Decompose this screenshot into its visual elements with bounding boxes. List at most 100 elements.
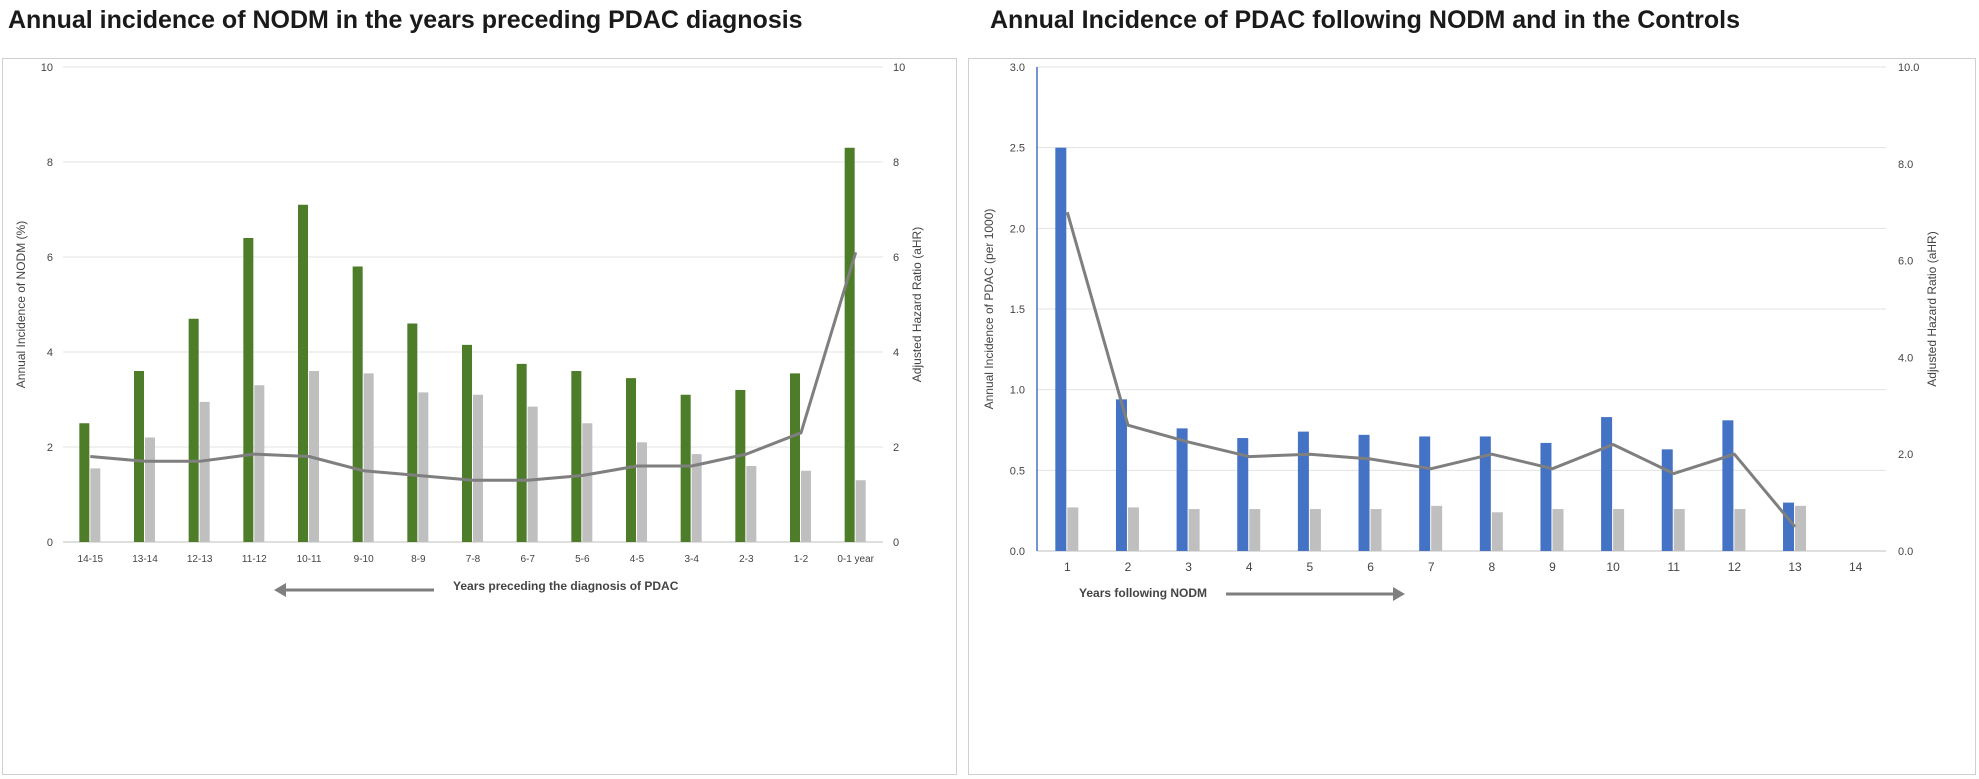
bar-series-1: [1722, 420, 1734, 551]
bar-series-2: [1249, 509, 1261, 551]
y-tick-label: 0.0: [1010, 546, 1025, 558]
bar-series-2: [1552, 509, 1564, 551]
bar-series-2: [1309, 509, 1321, 551]
bar-series-2: [855, 480, 866, 542]
x-tick-label: 8-9: [411, 554, 426, 565]
bar-series-1: [1055, 147, 1067, 551]
x-tick-label: 7: [1428, 560, 1435, 574]
x-tick-label: 5: [1307, 560, 1314, 574]
y-tick-label: 0: [47, 537, 53, 549]
x-axis-title: Years following NODM: [1079, 586, 1207, 600]
chart-left-svg: 0 2 4 6 8 10 0 2 4 6 8 10 14-15 13-14 12-13 11-12 10-11 9…: [14, 62, 924, 597]
bar-series-1: [1783, 502, 1795, 551]
bar-series-1: [516, 363, 527, 542]
bar-series-2: [746, 466, 757, 542]
x-tick-label: 8: [1488, 560, 1495, 574]
bar-series-1: [626, 378, 636, 542]
bar-series-1: [1358, 434, 1370, 551]
x-tick-label: 3-4: [684, 554, 699, 565]
bar-series-1: [735, 390, 746, 542]
x-tick-label: 9: [1549, 560, 1556, 574]
bar-series-2: [527, 406, 538, 542]
x-tick-label: 13: [1788, 560, 1802, 574]
bar-series-1: [1540, 442, 1552, 551]
x-tick-label: 3: [1185, 560, 1192, 574]
x-tick-label: 4: [1246, 560, 1253, 574]
bar-series-1: [844, 147, 855, 542]
bar-series-2: [1370, 509, 1382, 551]
ahr-line: [90, 251, 858, 482]
y-tick-label: 1.5: [1010, 304, 1025, 316]
bar-series-1: [352, 266, 363, 542]
bar-series-1: [1176, 428, 1188, 551]
y-tick-label: 1.0: [1010, 385, 1025, 397]
x-tick-label: 14-15: [78, 554, 104, 565]
chart-title-left: Annual incidence of NODM in the years pr…: [8, 6, 803, 34]
bar-series-1: [571, 371, 582, 542]
y-tick-label: 4: [47, 347, 53, 359]
y2-tick-label: 2: [893, 442, 899, 454]
bar-series-2: [801, 470, 811, 542]
bar-series-2: [637, 442, 647, 542]
x-axis-arrowhead-icon: [1393, 587, 1405, 601]
y2-axis-title: Adjusted Hazard Ratio (aHR): [910, 227, 924, 382]
bar-series-1: [134, 371, 144, 542]
y2-tick-label: 8: [893, 157, 899, 169]
x-tick-label: 0-1 year: [837, 554, 874, 565]
bar-series-2: [1491, 512, 1503, 551]
y2-tick-label: 10.0: [1898, 62, 1919, 74]
y2-tick-label: 0.0: [1898, 546, 1913, 558]
chart-right-svg: 0.0 0.5 1.0 1.5 2.0 2.5 3.0 0.0 2.0 4.0 6.0 8.0 10.0…: [982, 62, 1939, 601]
y-axis-title: Annual Incidence of PDAC (per 1000): [982, 209, 996, 410]
x-tick-label: 12-13: [187, 554, 213, 565]
bar-series-2: [1734, 509, 1746, 551]
x-tick-label: 6-7: [520, 554, 535, 565]
y2-tick-label: 8.0: [1898, 159, 1913, 171]
bar-series-2: [1795, 505, 1807, 551]
y-tick-label: 3.0: [1010, 62, 1025, 74]
x-tick-label: 14: [1849, 560, 1863, 574]
bar-series-1: [1661, 449, 1673, 551]
x-axis-arrowhead-icon: [274, 583, 286, 597]
y-tick-label: 0.5: [1010, 465, 1025, 477]
x-tick-label: 11-12: [242, 554, 267, 565]
x-tick-label: 10: [1606, 560, 1620, 574]
y2-tick-label: 0: [893, 537, 899, 549]
bar-series-1: [1419, 436, 1431, 551]
x-tick-label: 9-10: [354, 554, 374, 565]
x-tick-label: 2-3: [739, 554, 754, 565]
x-tick-label: 5-6: [575, 554, 590, 565]
ahr-line: [1065, 211, 1797, 528]
x-tick-label: 13-14: [132, 554, 158, 565]
bar-series-2: [582, 423, 593, 542]
y2-tick-label: 10: [893, 62, 905, 74]
bar-series-2: [90, 468, 101, 542]
x-tick-label: 7-8: [466, 554, 481, 565]
y-tick-label: 2.5: [1010, 143, 1025, 155]
y-tick-label: 6: [47, 252, 53, 264]
bar-series-1: [1297, 431, 1309, 551]
bar-series-1: [79, 423, 90, 542]
bar-series-2: [1431, 505, 1443, 551]
chart-panel-left: 0 2 4 6 8 10 0 2 4 6 8 10 14-15 13-14 12-13 11-12 10-11 9…: [2, 58, 957, 775]
y-tick-label: 8: [47, 157, 53, 169]
bar-series-2: [1127, 507, 1139, 551]
x-tick-label: 1-2: [794, 554, 809, 565]
bar-series-1: [1237, 438, 1249, 551]
bar-series-2: [1188, 509, 1200, 551]
bar-series-1: [407, 323, 418, 542]
bar-series-1: [790, 373, 800, 542]
y-tick-label: 10: [41, 62, 53, 74]
x-axis-title: Years preceding the diagnosis of PDAC: [453, 579, 679, 593]
bar-series-2: [199, 401, 210, 542]
bar-series-2: [691, 454, 702, 542]
bar-series-1: [1479, 436, 1491, 551]
bar-series-1: [462, 344, 472, 542]
x-tick-label: 4-5: [630, 554, 645, 565]
y2-tick-label: 4.0: [1898, 352, 1913, 364]
bar-series-1: [243, 238, 254, 542]
bar-series-1: [1601, 417, 1613, 551]
bar-series-2: [145, 437, 155, 542]
y2-tick-label: 2.0: [1898, 449, 1913, 461]
x-tick-label: 11: [1668, 560, 1681, 574]
